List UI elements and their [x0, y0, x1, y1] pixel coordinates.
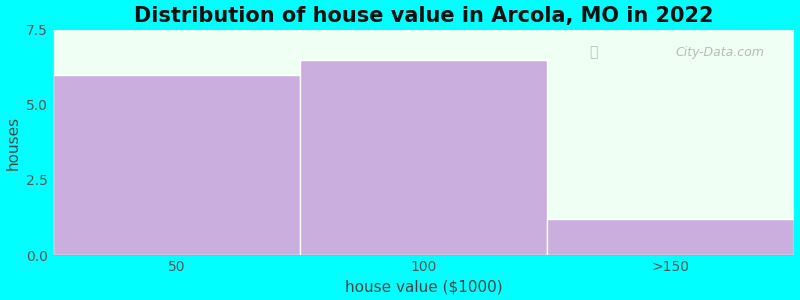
Text: City-Data.com: City-Data.com — [676, 46, 765, 59]
Bar — [547, 219, 794, 255]
X-axis label: house value ($1000): house value ($1000) — [345, 279, 502, 294]
Bar — [53, 75, 300, 255]
Title: Distribution of house value in Arcola, MO in 2022: Distribution of house value in Arcola, M… — [134, 6, 714, 26]
Bar — [300, 60, 547, 255]
Text: ⦿: ⦿ — [590, 46, 598, 60]
Y-axis label: houses: houses — [6, 116, 21, 169]
